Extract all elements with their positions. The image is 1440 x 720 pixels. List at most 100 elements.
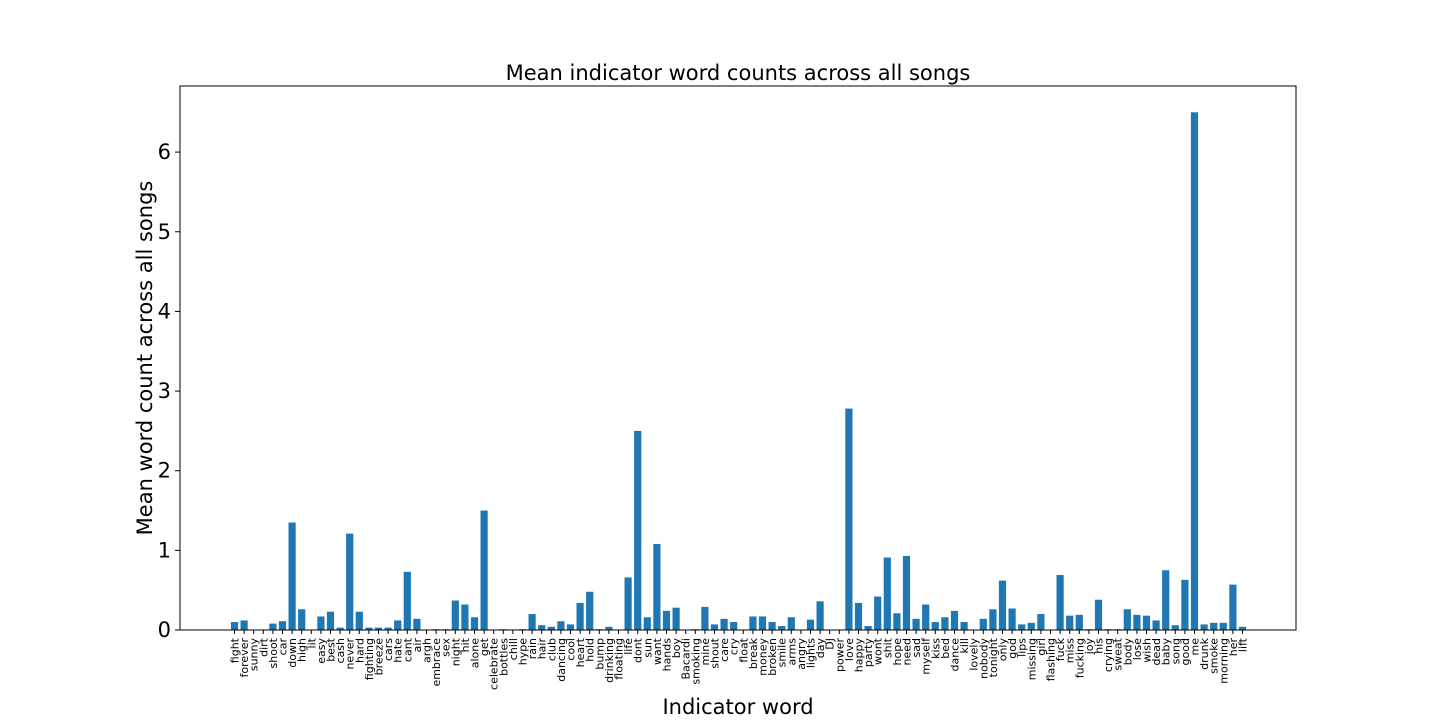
x-tick-label-Bacardi: Bacardi bbox=[680, 638, 693, 679]
x-tick-label-me: me bbox=[1189, 638, 1202, 656]
x-tick-label-hate: hate bbox=[392, 638, 405, 663]
bar-kiss bbox=[931, 622, 939, 630]
x-tick-label-drunk: drunk bbox=[1198, 637, 1211, 669]
bar-cash bbox=[336, 627, 344, 630]
x-tick-label-cool: cool bbox=[565, 638, 578, 661]
bar-alone bbox=[470, 617, 479, 630]
x-tick-label-tonight: tonight bbox=[987, 637, 1000, 677]
x-tick-label-kill: kill bbox=[958, 638, 971, 654]
bar-smoke bbox=[1210, 622, 1218, 630]
x-tick-label-fucking: fucking bbox=[1073, 638, 1086, 678]
x-tick-label-celebrate: celebrate bbox=[488, 638, 501, 690]
bar-baby bbox=[1162, 570, 1170, 630]
x-tick-label-rain: rain bbox=[526, 638, 539, 659]
bar-best bbox=[326, 611, 335, 630]
x-tick-label-shoot: shoot bbox=[267, 637, 280, 668]
x-tick-label-song: song bbox=[1169, 638, 1182, 664]
bar-girl bbox=[1037, 614, 1045, 630]
y-axis-label: Mean word count across all songs bbox=[133, 181, 157, 536]
bar-down bbox=[288, 522, 296, 630]
x-tick-label-bottles: bottles bbox=[497, 638, 510, 676]
x-tick-label-lovely: lovely bbox=[968, 638, 981, 671]
x-tick-label-fight: fight bbox=[229, 637, 242, 663]
y-tick-label-0: 0 bbox=[158, 618, 171, 642]
bar-only bbox=[998, 580, 1007, 630]
bar-heart bbox=[576, 602, 584, 630]
bar-get bbox=[480, 510, 488, 630]
x-tick-label-only: only bbox=[997, 638, 1010, 662]
x-tick-label-cry: cry bbox=[728, 638, 741, 656]
x-tick-label-chill: chill bbox=[507, 638, 520, 660]
x-tick-label-arms: arms bbox=[785, 638, 798, 666]
x-tick-label-power: power bbox=[833, 638, 846, 672]
x-tick-label-floating: floating bbox=[613, 638, 626, 680]
bar-shoot bbox=[269, 623, 277, 630]
x-tick-label-day: day bbox=[814, 638, 827, 659]
x-tick-label-hype: hype bbox=[517, 638, 530, 665]
x-tick-label-lights: lights bbox=[805, 638, 818, 668]
bar-care bbox=[720, 618, 728, 630]
x-tick-label-dead: dead bbox=[1150, 638, 1163, 665]
x-tick-label-morning: morning bbox=[1217, 638, 1230, 684]
x-tick-label-cash: cash bbox=[334, 638, 347, 664]
bar-shout bbox=[710, 624, 719, 630]
x-tick-label-lips: lips bbox=[1016, 638, 1029, 657]
y-tick-label-5: 5 bbox=[158, 220, 171, 244]
x-tick-label-easy: easy bbox=[315, 638, 328, 664]
x-tick-label-night: night bbox=[449, 637, 462, 666]
bar-miss bbox=[1066, 615, 1074, 630]
x-tick-label-wont: wont bbox=[872, 637, 885, 665]
bar-song bbox=[1171, 625, 1179, 630]
x-tick-label-body: body bbox=[1121, 638, 1134, 666]
bar-lose bbox=[1133, 614, 1141, 630]
x-tick-label-hands: hands bbox=[661, 638, 674, 672]
bar-smile bbox=[778, 626, 786, 630]
bar-want bbox=[653, 543, 661, 630]
y-axis: 0 1 2 3 4 5 6 bbox=[158, 140, 180, 642]
bar-hands bbox=[662, 610, 671, 630]
y-tick-label-1: 1 bbox=[158, 538, 171, 562]
bar-cry bbox=[730, 622, 738, 630]
x-tick-label-hope: hope bbox=[891, 638, 904, 666]
x-tick-label-crying: crying bbox=[1102, 638, 1115, 672]
x-tick-label-love: love bbox=[843, 638, 856, 661]
plot-frame bbox=[179, 85, 1297, 631]
bar-his bbox=[1094, 599, 1103, 630]
y-tick-label-6: 6 bbox=[158, 140, 171, 164]
x-tick-label-wish: wish bbox=[1141, 638, 1154, 663]
bar-myself bbox=[922, 604, 930, 630]
x-tick-label-hard: hard bbox=[353, 638, 366, 663]
bar-breeze bbox=[374, 627, 383, 630]
x-tick-label-cars: cars bbox=[382, 638, 395, 661]
x-tick-label-alone: alone bbox=[469, 638, 482, 668]
bar-party bbox=[864, 626, 872, 630]
x-tick-label-cant: cant bbox=[401, 637, 414, 662]
x-tick-label-flashing: flashing bbox=[1045, 638, 1058, 681]
bar-boy bbox=[672, 607, 680, 630]
x-tick-label-miss: miss bbox=[1064, 638, 1077, 664]
x-tick-label-sad: sad bbox=[910, 638, 923, 657]
x-tick-label-boy: boy bbox=[670, 638, 683, 659]
bar-hope bbox=[893, 613, 901, 630]
bar-good bbox=[1181, 579, 1189, 630]
bar-arms bbox=[787, 617, 795, 630]
bar-sad bbox=[912, 618, 920, 630]
bar-drunk bbox=[1200, 624, 1208, 630]
bar-tonight bbox=[989, 609, 997, 630]
bar-lips bbox=[1018, 624, 1026, 630]
x-tick-label-broken: broken bbox=[766, 638, 779, 676]
x-tick-label-sweat: sweat bbox=[1112, 637, 1125, 670]
bar-hit bbox=[461, 604, 469, 630]
bar-high bbox=[298, 609, 306, 630]
bar-fight bbox=[230, 622, 239, 630]
bars-group bbox=[230, 112, 1247, 630]
x-tick-label-lose: lose bbox=[1131, 638, 1144, 661]
y-tick-label-3: 3 bbox=[158, 379, 171, 403]
bar-club bbox=[547, 626, 555, 630]
y-tick-label-2: 2 bbox=[158, 459, 171, 483]
x-tick-label-party: party bbox=[862, 638, 875, 668]
x-tick-label-argh: argh bbox=[421, 638, 434, 663]
x-tick-label-float: float bbox=[737, 637, 750, 662]
x-tick-label-shit: shit bbox=[881, 637, 894, 658]
